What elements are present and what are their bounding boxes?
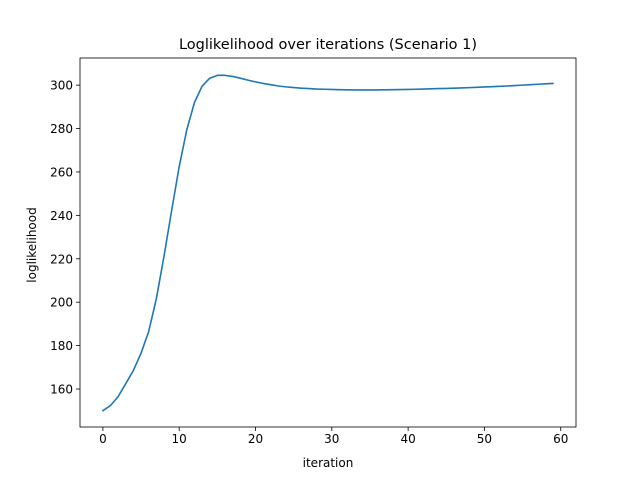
x-tick-label: 10 xyxy=(172,432,187,446)
series-line xyxy=(102,74,554,412)
x-tick-label: 20 xyxy=(248,432,263,446)
x-tick-label: 50 xyxy=(477,432,492,446)
x-tick-label: 30 xyxy=(324,432,339,446)
y-tick-label: 160 xyxy=(50,383,73,397)
y-tick-label: 180 xyxy=(50,339,73,353)
y-tick-label: 260 xyxy=(50,165,73,179)
axes-frame xyxy=(79,57,577,428)
x-tick-label: 0 xyxy=(99,432,107,446)
y-tick-label: 300 xyxy=(50,79,73,93)
y-tick-label: 280 xyxy=(50,122,73,136)
chart-title: Loglikelihood over iterations (Scenario … xyxy=(179,37,477,53)
y-axis-label: loglikelihood xyxy=(25,207,39,282)
y-tick-label: 220 xyxy=(50,252,73,266)
x-tick-label: 60 xyxy=(553,432,568,446)
x-axis-label: iteration xyxy=(303,456,354,470)
y-tick-label: 200 xyxy=(50,296,73,310)
x-tick-label: 40 xyxy=(400,432,415,446)
y-tick-label: 240 xyxy=(50,209,73,223)
plot-area: 0 10 20 30 40 50 60 160 180 200 220 240 260 280 300 xyxy=(50,57,577,446)
